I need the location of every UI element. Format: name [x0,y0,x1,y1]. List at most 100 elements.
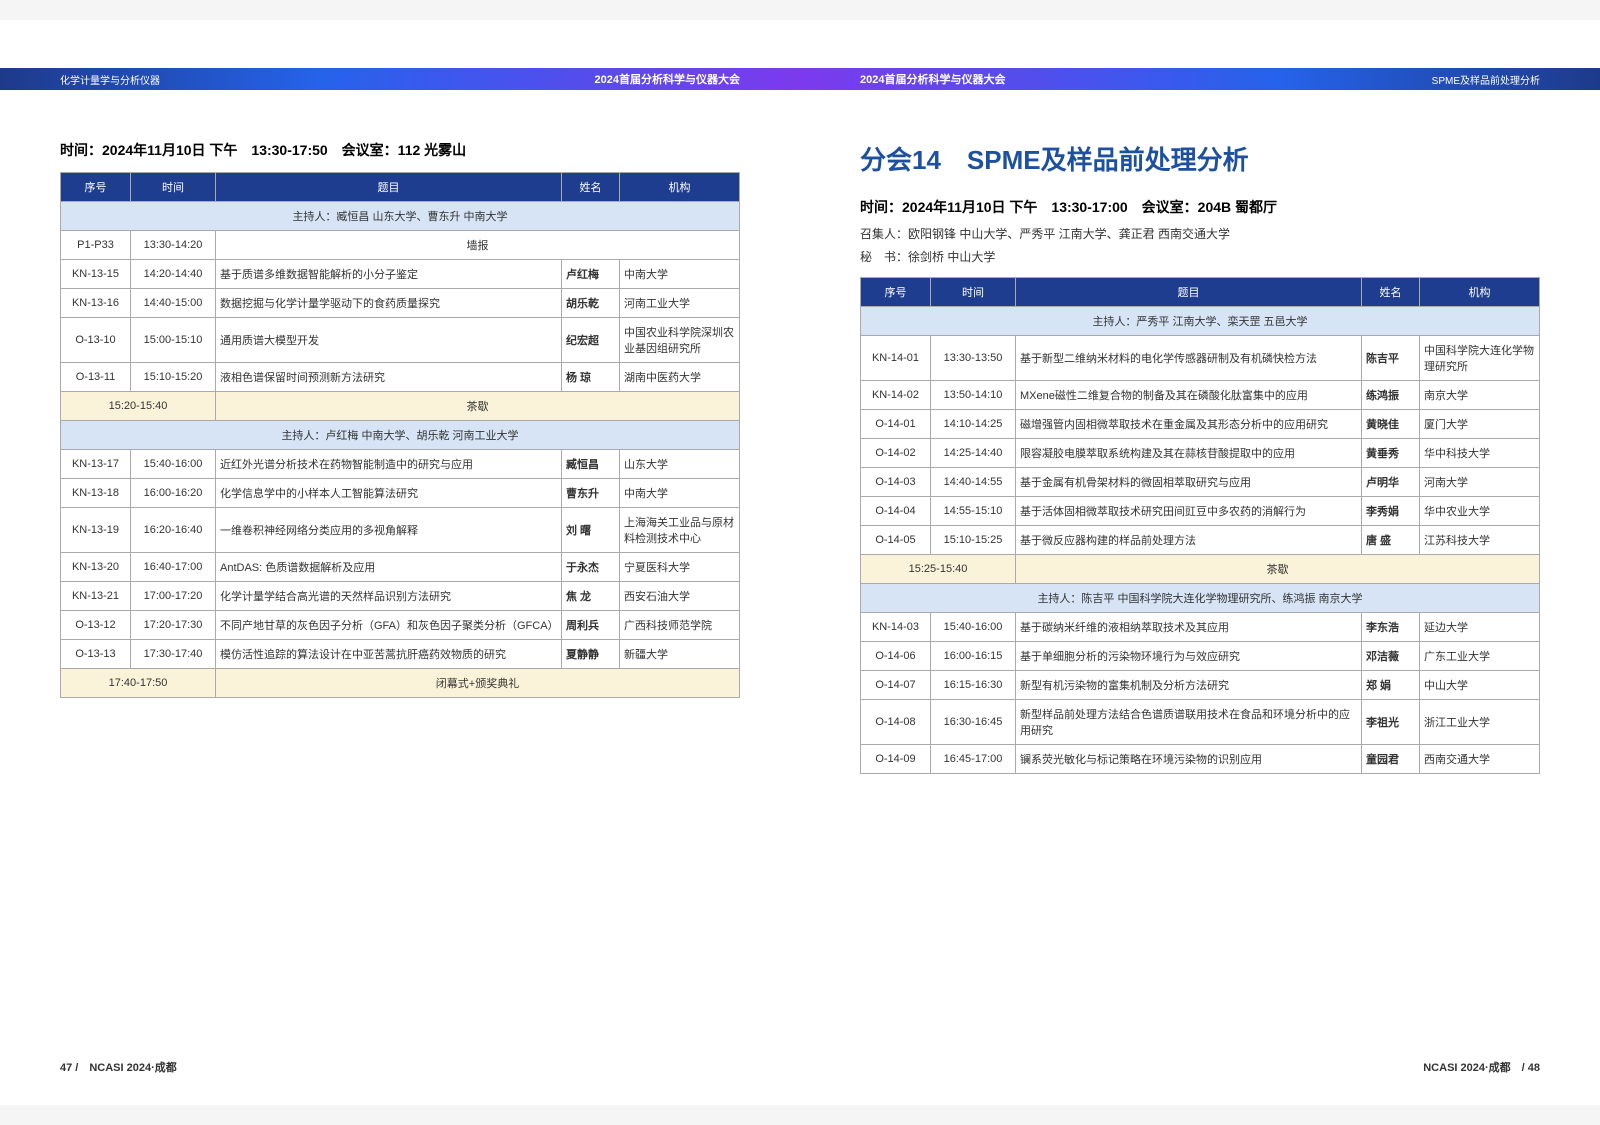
cell-org: 厦门大学 [1420,410,1540,439]
cell-seq: O-14-08 [861,700,931,745]
cell-title: 一维卷积神经网络分类应用的多视角解释 [216,508,562,553]
cell-seq: O-14-03 [861,468,931,497]
cell-seq: O-14-04 [861,497,931,526]
cell-time: 17:00-17:20 [131,582,216,611]
col-header: 题目 [216,173,562,202]
col-header: 序号 [61,173,131,202]
col-header: 时间 [131,173,216,202]
cell-title: 基于活体固相微萃取技术研究田间豇豆中多农药的消解行为 [1016,497,1362,526]
left-schedule-table: 序号时间题目姓名机构 主持人：臧恒昌 山东大学、曹东升 中南大学P1-P3313… [60,172,740,698]
cell-time: 16:00-16:20 [131,479,216,508]
right-schedule-table: 序号时间题目姓名机构 主持人：严秀平 江南大学、栾天罡 五邑大学KN-14-01… [860,277,1540,774]
cell-org: 江苏科技大学 [1420,526,1540,555]
cell-name: 李秀娟 [1362,497,1420,526]
cell-time: 14:40-14:55 [931,468,1016,497]
cell-seq: O-13-12 [61,611,131,640]
cell-seq: KN-13-17 [61,450,131,479]
cell-org: 中南大学 [620,260,740,289]
cell-name: 陈吉平 [1362,336,1420,381]
right-footer: NCASI 2024·成都 / 48 [860,1059,1540,1075]
cell-seq: KN-14-03 [861,613,931,642]
cell-org: 华中农业大学 [1420,497,1540,526]
cell-time: 14:40-15:00 [131,289,216,318]
right-session-title: 分会14 SPME及样品前处理分析 [860,140,1540,177]
cell-time: 16:30-16:45 [931,700,1016,745]
col-header: 姓名 [562,173,620,202]
cell-time: 15:40-16:00 [931,613,1016,642]
cell-seq: O-14-02 [861,439,931,468]
cell-seq: KN-13-21 [61,582,131,611]
cell-name: 刘 曙 [562,508,620,553]
cell-seq: KN-13-16 [61,289,131,318]
col-header: 题目 [1016,278,1362,307]
cell-org: 湖南中医药大学 [620,363,740,392]
left-header-conf: 2024首届分析科学与仪器大会 [595,71,740,87]
cell-seq: O-14-06 [861,642,931,671]
cell-time: 16:15-16:30 [931,671,1016,700]
cell-name: 童园君 [1362,745,1420,774]
cell-org: 浙江工业大学 [1420,700,1540,745]
cell-time: 16:40-17:00 [131,553,216,582]
cell-title: AntDAS: 色质谱数据解析及应用 [216,553,562,582]
cell-org: 延边大学 [1420,613,1540,642]
cell-title: 镧系荧光敏化与标记策略在环境污染物的识别应用 [1016,745,1362,774]
cell-seq: KN-13-18 [61,479,131,508]
cell-seq: KN-13-19 [61,508,131,553]
break-label: 闭幕式+颁奖典礼 [216,669,740,698]
cell-title: 基于碳纳米纤维的液相纳萃取技术及其应用 [1016,613,1362,642]
break-time: 15:25-15:40 [861,555,1016,584]
cell-title: 近红外光谱分析技术在药物智能制造中的研究与应用 [216,450,562,479]
cell-title: 化学信息学中的小样本人工智能算法研究 [216,479,562,508]
cell-title: 不同产地甘草的灰色因子分析（GFA）和灰色因子聚类分析（GFCA） [216,611,562,640]
cell-org: 宁夏医科大学 [620,553,740,582]
cell-time: 13:50-14:10 [931,381,1016,410]
cell-name: 臧恒昌 [562,450,620,479]
cell-seq: KN-14-02 [861,381,931,410]
cell-org: 西南交通大学 [1420,745,1540,774]
right-secretary: 秘 书：徐剑桥 中山大学 [860,248,1540,265]
cell-title: 液相色谱保留时间预测新方法研究 [216,363,562,392]
cell-org: 山东大学 [620,450,740,479]
left-header-topic: 化学计量学与分析仪器 [60,72,160,87]
cell-time: 15:40-16:00 [131,450,216,479]
cell-name: 李祖光 [1362,700,1420,745]
cell-title: 模仿活性追踪的算法设计在中亚苦蒿抗肝癌药效物质的研究 [216,640,562,669]
break-label: 茶歇 [216,392,740,421]
col-header: 机构 [1420,278,1540,307]
cell-time: 16:45-17:00 [931,745,1016,774]
cell-org: 中南大学 [620,479,740,508]
right-page: 2024首届分析科学与仪器大会 SPME及样品前处理分析 分会14 SPME及样… [800,20,1600,1105]
cell-seq: KN-14-01 [861,336,931,381]
cell-title: 基于微反应器构建的样品前处理方法 [1016,526,1362,555]
cell-name: 卢红梅 [562,260,620,289]
cell-org: 广东工业大学 [1420,642,1540,671]
cell-title: 数据挖掘与化学计量学驱动下的食药质量探究 [216,289,562,318]
right-convener: 召集人：欧阳钢锋 中山大学、严秀平 江南大学、龚正君 西南交通大学 [860,225,1540,242]
cell-name: 杨 琼 [562,363,620,392]
cell-seq: O-14-09 [861,745,931,774]
cell-org: 南京大学 [1420,381,1540,410]
cell-name: 于永杰 [562,553,620,582]
cell-title: 新型有机污染物的富集机制及分析方法研究 [1016,671,1362,700]
cell-title: 基于单细胞分析的污染物环境行为与效应研究 [1016,642,1362,671]
cell-name: 卢明华 [1362,468,1420,497]
cell-title: 限容凝胶电膜萃取系统构建及其在蒜核苷酸提取中的应用 [1016,439,1362,468]
col-header: 姓名 [1362,278,1420,307]
cell-org: 河南大学 [1420,468,1540,497]
cell-title: 化学计量学结合高光谱的天然样品识别方法研究 [216,582,562,611]
cell-name: 黄晓佳 [1362,410,1420,439]
cell-time: 13:30-14:20 [131,231,216,260]
left-footer: 47 / NCASI 2024·成都 [60,1059,740,1075]
host-row: 主持人：臧恒昌 山东大学、曹东升 中南大学 [61,202,740,231]
host-row: 主持人：严秀平 江南大学、栾天罡 五邑大学 [861,307,1540,336]
cell-seq: O-13-13 [61,640,131,669]
col-header: 机构 [620,173,740,202]
cell-org: 中国农业科学院深圳农业基因组研究所 [620,318,740,363]
cell-seq: KN-13-20 [61,553,131,582]
right-header-bar: 2024首届分析科学与仪器大会 SPME及样品前处理分析 [800,68,1600,90]
left-page: 化学计量学与分析仪器 2024首届分析科学与仪器大会 时间：2024年11月10… [0,20,800,1105]
cell-time: 15:00-15:10 [131,318,216,363]
cell-seq: KN-13-15 [61,260,131,289]
cell-seq: O-13-10 [61,318,131,363]
cell-name: 夏静静 [562,640,620,669]
